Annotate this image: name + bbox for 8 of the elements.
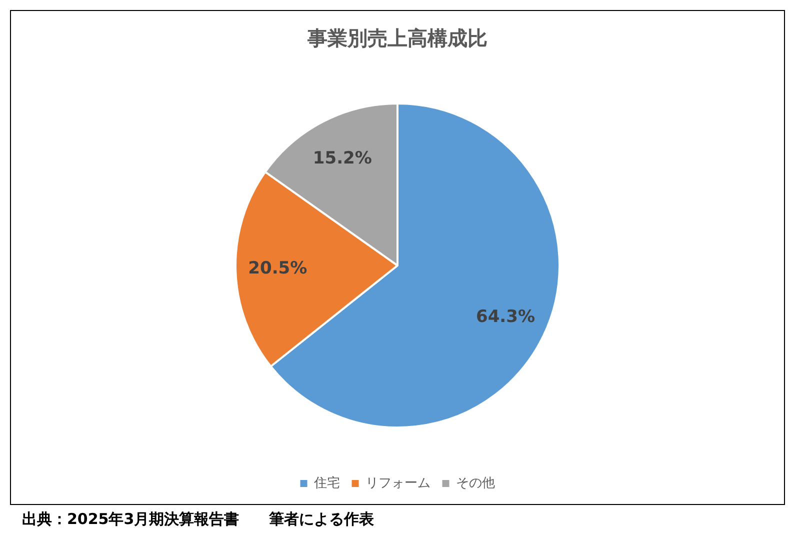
data-label: 15.2% (312, 148, 372, 168)
chart-title: 事業別売上高構成比 (306, 26, 488, 50)
source-note: 出典：2025年3月期決算報告書 筆者による作表 (22, 509, 374, 529)
legend-label: その他 (456, 476, 495, 491)
data-label: 64.3% (476, 306, 535, 327)
data-label: 20.5% (248, 258, 308, 278)
legend-label: リフォーム (365, 476, 430, 491)
legend-label: 住宅 (312, 474, 340, 491)
